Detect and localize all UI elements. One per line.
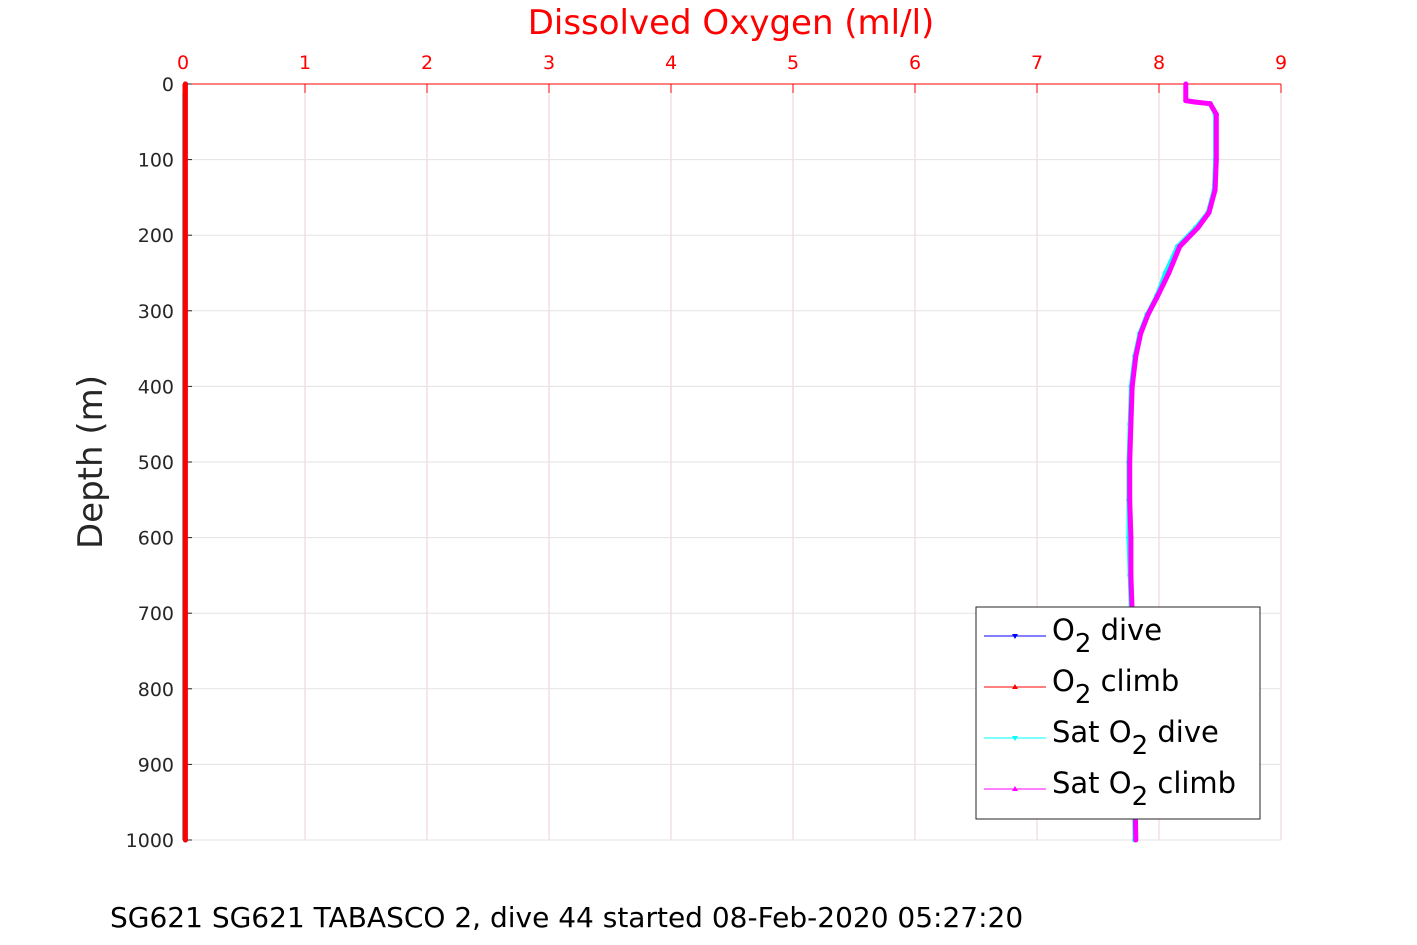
legend-label: Sat O2 dive	[1052, 715, 1219, 761]
data-point	[1133, 353, 1139, 359]
legend-label-subscript: 2	[1132, 731, 1149, 761]
y-tick-label: 500	[138, 452, 174, 474]
y-tick-label: 300	[138, 301, 174, 323]
legend-label-suffix: climb	[1091, 664, 1179, 698]
x-tick-label: 3	[543, 52, 555, 74]
data-point	[1133, 837, 1139, 843]
y-tick-label: 700	[138, 603, 174, 625]
x-tick-label: 8	[1153, 52, 1165, 74]
legend-label-suffix: dive	[1148, 715, 1219, 749]
legend-marker	[1012, 786, 1018, 791]
legend-label: Sat O2 climb	[1052, 766, 1236, 812]
y-tick-label: 400	[138, 376, 174, 398]
x-tick-label: 4	[665, 52, 677, 74]
legend-label-subscript: 2	[1075, 629, 1092, 659]
legend-label-base: O	[1052, 664, 1075, 698]
x-tick-label: 1	[299, 52, 311, 74]
data-point	[1138, 330, 1144, 336]
data-point	[1207, 101, 1213, 107]
data-point	[1177, 244, 1183, 250]
legend-label-base: O	[1052, 613, 1075, 647]
data-point	[1183, 81, 1189, 87]
data-point	[1128, 421, 1134, 427]
y-tick-label: 900	[138, 754, 174, 776]
y-tick-label: 100	[138, 150, 174, 172]
data-point	[1128, 572, 1134, 578]
data-point	[1212, 187, 1218, 193]
data-point	[1155, 293, 1161, 299]
legend-marker	[1012, 736, 1018, 741]
legend-label-suffix: dive	[1091, 613, 1162, 647]
data-point	[1127, 497, 1133, 503]
y-axis-label: Depth (m)	[71, 375, 111, 549]
footer-caption: SG621 SG621 TABASCO 2, dive 44 started 0…	[110, 901, 1023, 934]
y-tick-label: 600	[138, 528, 174, 550]
x-tick-label: 2	[421, 52, 433, 74]
y-tick-label: 1000	[126, 830, 174, 852]
data-point	[182, 610, 188, 616]
x-tick-label: 9	[1275, 52, 1287, 74]
data-point	[1129, 383, 1135, 389]
x-tick-label: 7	[1031, 52, 1043, 74]
legend-label-subscript: 2	[1132, 782, 1149, 812]
data-point	[1127, 459, 1133, 465]
data-point	[1195, 225, 1201, 231]
data-point	[1145, 312, 1151, 318]
y-tick-label: 0	[162, 74, 174, 96]
legend-label: O2 dive	[1052, 613, 1162, 659]
legend-marker	[1012, 684, 1018, 689]
data-point	[182, 308, 188, 314]
data-point	[1206, 210, 1212, 216]
data-point	[1128, 535, 1134, 541]
data-point	[1166, 270, 1172, 276]
x-tick-label: 5	[787, 52, 799, 74]
legend-label-base: Sat O	[1052, 766, 1132, 800]
data-point	[1183, 98, 1189, 104]
x-tick-label: 6	[909, 52, 921, 74]
legend-label-suffix: climb	[1148, 766, 1236, 800]
y-tick-label: 800	[138, 679, 174, 701]
legend-label-subscript: 2	[1075, 680, 1092, 710]
legend-label-base: Sat O	[1052, 715, 1132, 749]
legend-marker	[1012, 634, 1018, 639]
data-point	[1193, 99, 1199, 105]
chart-title: Dissolved Oxygen (ml/l)	[528, 3, 935, 43]
data-point	[182, 837, 188, 843]
data-point	[182, 81, 188, 87]
y-tick-label: 200	[138, 225, 174, 247]
x-tick-label: 0	[177, 52, 189, 74]
data-point	[1213, 111, 1219, 117]
data-point	[1213, 157, 1219, 163]
legend-box	[975, 606, 1261, 820]
legend-label: O2 climb	[1052, 664, 1179, 710]
